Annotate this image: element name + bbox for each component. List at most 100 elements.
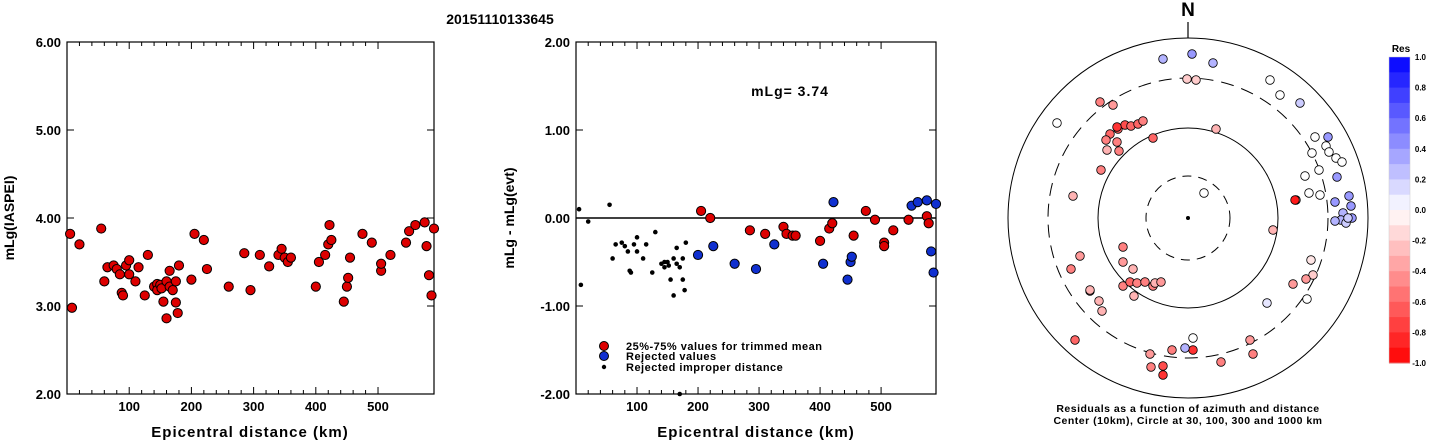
colorbar-cell [1389,225,1410,242]
residual-station-marker [1101,135,1111,145]
y-tick-label: -2.00 [540,387,570,402]
data-point-series-0 [172,307,183,319]
data-point-series-0 [99,276,110,287]
residual-station-marker [1330,197,1340,207]
residual-station-marker [1290,195,1300,205]
residual-station-marker [1216,357,1226,367]
data-point-series-2 [578,282,584,288]
data-point-series-2 [613,242,618,247]
colorbar-cell [1389,271,1410,287]
data-point-series-0 [239,248,250,259]
residual-station-marker [1187,49,1197,59]
residual-station-marker [1102,145,1112,155]
ring-30km [1145,175,1231,261]
data-point-series-0 [814,235,826,246]
data-point-series-0 [879,241,890,252]
colorbar-cell [1389,301,1410,318]
colorbar-cell [1389,57,1410,73]
data-point-series-0 [827,218,838,229]
north-label: N [1181,0,1195,21]
y-tick-label: -1.00 [540,299,570,314]
residual-station-marker [1070,335,1080,345]
data-point-series-0 [264,261,275,272]
data-point-series-0 [869,214,881,225]
data-point-series-2 [610,256,615,261]
data-point-series-2 [634,249,640,254]
data-point-series-0 [326,234,337,246]
data-point-series-0 [276,243,287,254]
residual-station-marker [1332,172,1342,182]
residual-station-marker [1118,257,1128,267]
x-tick-label: 200 [687,399,709,414]
x-tick-label: 500 [870,399,892,414]
colorbar-cell [1389,332,1410,349]
colorbar-tick-label: -0.2 [1412,237,1426,246]
data-point-series-0 [170,297,181,308]
data-point-series-0 [404,226,415,237]
residual-station-marker [1330,216,1340,226]
x-tick-label: 400 [809,399,831,414]
data-point-series-1 [692,249,704,261]
data-point-series-2 [625,249,631,254]
data-point-series-1 [708,241,719,252]
data-point-series-0 [158,296,169,307]
data-point-series-0 [189,228,200,239]
data-point-series-2 [585,219,591,224]
data-point-series-0 [313,256,325,268]
residual-station-marker [1148,133,1158,143]
data-point-series-0 [366,237,377,248]
ring-1000km [1007,37,1369,399]
data-point-series-1 [842,274,853,285]
residual-station-marker [1188,333,1198,343]
data-point-series-1 [729,258,740,269]
residual-station-marker [1095,97,1105,107]
data-point-series-2 [619,240,625,245]
data-point-series-0 [423,270,435,281]
residual-station-marker [1248,349,1258,359]
residual-station-marker [1094,296,1104,306]
data-point-series-2 [680,256,686,261]
data-point-series-0 [66,302,78,313]
data-point-series-0 [245,285,256,296]
data-point-series-0 [139,290,150,301]
residual-station-marker [1052,118,1062,128]
residual-station-marker [1337,157,1347,167]
data-point-series-2 [674,245,679,251]
data-point-series-0 [114,269,125,280]
residual-station-marker [1208,58,1218,68]
colorbar-cell [1389,179,1410,196]
data-point-series-0 [344,252,356,263]
residual-station-marker [1129,291,1139,301]
residual-station-marker [1167,345,1177,355]
data-point-series-0 [376,258,387,269]
residual-station-marker [1112,122,1122,132]
data-point-series-2 [668,277,673,282]
colorbar-tick-label: -0.6 [1412,298,1426,307]
data-point-series-0 [705,212,716,224]
residual-station-marker [1314,165,1324,175]
data-point-series-0 [385,249,396,261]
residual-station-marker [1145,349,1155,359]
data-point-series-0 [74,239,85,250]
data-point-series-0 [923,218,934,229]
residual-station-marker [1307,148,1317,158]
data-point-series-2 [671,293,676,298]
residual-station-marker [1324,147,1334,157]
center-point [1186,216,1190,220]
colorbar-tick-label: 0.2 [1415,175,1427,184]
residual-station-marker [1132,278,1142,288]
residual-station-marker [1085,285,1095,295]
data-point-series-0 [410,219,421,231]
data-point-series-2 [682,287,687,293]
x-tick-label: 300 [243,399,265,414]
data-point-series-1 [818,258,829,269]
data-point-series-2 [677,264,683,270]
colorbar-tick-label: 1.0 [1415,53,1427,62]
data-point-series-0 [343,272,354,283]
data-point-series-0 [419,217,430,228]
colorbar-title: Res [1392,44,1411,55]
x-tick-label: 300 [748,399,770,414]
data-point-series-2 [643,242,649,247]
residual-station-marker [1245,335,1255,345]
data-point-series-0 [860,205,871,217]
